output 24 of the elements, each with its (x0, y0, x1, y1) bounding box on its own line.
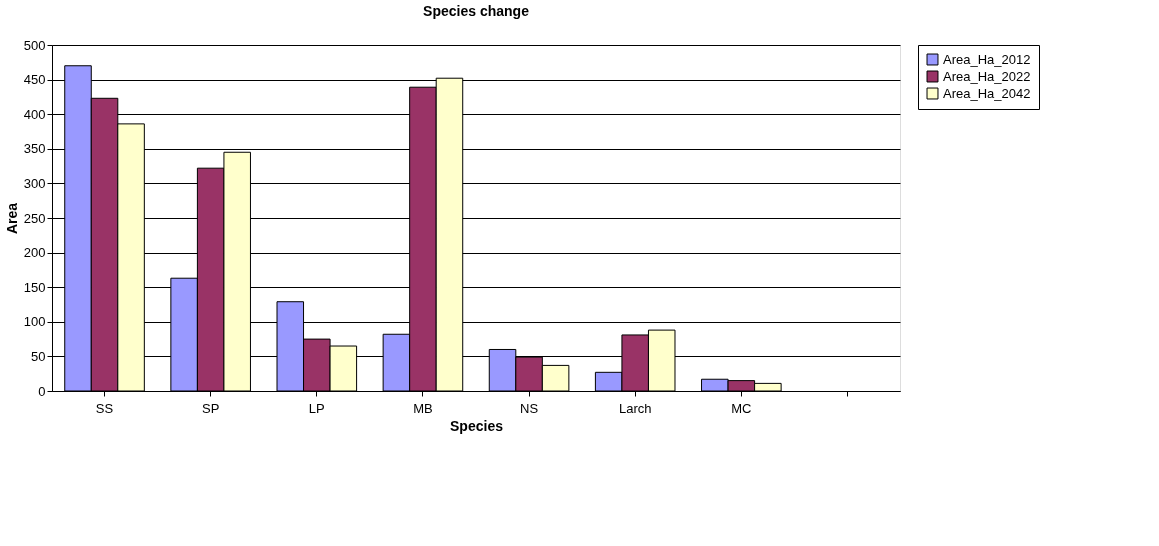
y-axis-title: Area (3, 202, 20, 235)
legend-label: Area_Ha_2012 (943, 51, 1031, 67)
y-tick-label: 400 (23, 106, 46, 122)
x-tick-label: SP (202, 400, 220, 416)
x-tick-label: NS (520, 400, 539, 416)
y-tick-label: 50 (31, 348, 46, 364)
y-tick-label: 300 (23, 175, 46, 191)
y-tick-label: 350 (23, 141, 46, 157)
y-tick-label: 200 (23, 245, 46, 261)
legend-label: Area_Ha_2042 (943, 85, 1031, 101)
y-tick-label: 450 (23, 72, 46, 88)
x-tick-label: MB (413, 400, 433, 416)
x-tick-label: LP (308, 400, 325, 416)
y-tick-label: 100 (23, 314, 46, 330)
x-tick-label: MC (731, 400, 752, 416)
y-tick-label: 250 (23, 210, 46, 226)
x-tick-label: SS (95, 400, 114, 416)
x-tick-label: Larch (618, 400, 652, 416)
legend-label: Area_Ha_2022 (943, 68, 1031, 84)
x-axis-title: Species (450, 417, 504, 434)
chart-title: Species change (423, 3, 530, 19)
y-tick-label: 150 (23, 279, 46, 295)
y-tick-label: 0 (38, 383, 46, 399)
y-tick-label: 500 (23, 37, 46, 53)
